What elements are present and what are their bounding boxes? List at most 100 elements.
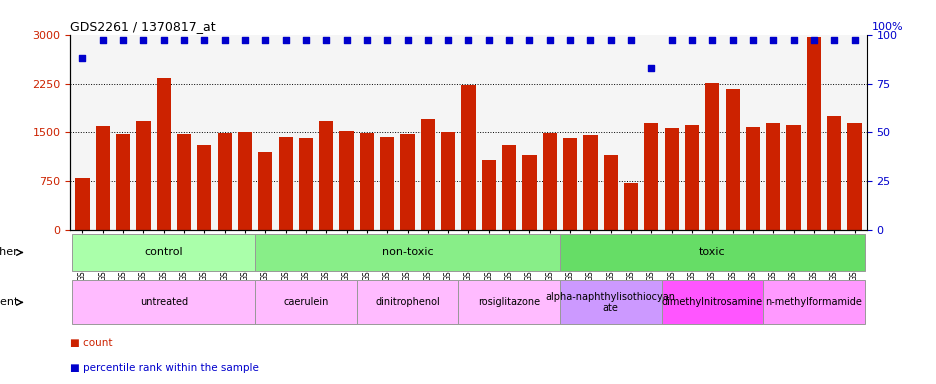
Bar [724,89,739,230]
Point [826,37,841,43]
Bar [684,125,698,230]
Bar [766,123,780,230]
Bar [603,156,617,230]
Bar [745,127,759,230]
Point [440,37,455,43]
Point [278,37,293,43]
Bar [255,234,560,271]
Text: non-toxic: non-toxic [381,247,432,258]
Bar [785,125,800,230]
Point [521,37,536,43]
Bar [762,280,864,324]
Point [420,37,435,43]
Bar [380,137,394,230]
Text: control: control [144,247,183,258]
Bar [72,234,255,271]
Bar [481,160,495,230]
Text: dimethylnitrosamine: dimethylnitrosamine [661,297,762,308]
Bar [357,280,458,324]
Text: other: other [0,247,19,258]
Point [176,37,191,43]
Point [542,37,557,43]
Bar [75,178,90,230]
Text: dinitrophenol: dinitrophenol [374,297,440,308]
Point [339,37,354,43]
Bar [299,138,313,230]
Point [664,37,679,43]
Point [582,37,597,43]
Bar [583,135,597,230]
Bar [238,132,252,230]
Point [461,37,475,43]
Point [704,37,719,43]
Bar [278,137,292,230]
Point [257,37,272,43]
Point [785,37,800,43]
Point [724,37,739,43]
Bar [217,133,231,230]
Bar [400,134,415,230]
Bar [420,119,434,230]
Bar [846,123,861,230]
Bar [560,234,864,271]
Bar [258,152,272,230]
Bar [72,280,255,324]
Point [684,37,699,43]
Text: alpha-naphthylisothiocyan
ate: alpha-naphthylisothiocyan ate [545,291,675,313]
Bar [441,132,455,230]
Text: n-methylformamide: n-methylformamide [765,297,861,308]
Text: caerulein: caerulein [283,297,329,308]
Point [481,37,496,43]
Bar [255,280,357,324]
Bar [502,145,516,230]
Text: agent: agent [0,297,19,308]
Text: GDS2261 / 1370817_at: GDS2261 / 1370817_at [70,20,215,33]
Point [622,37,637,43]
Point [359,37,374,43]
Point [115,37,130,43]
Bar [197,145,212,230]
Bar [136,121,151,230]
Point [562,37,577,43]
Bar [521,155,536,230]
Bar [705,83,719,230]
Point [217,37,232,43]
Bar [806,36,820,230]
Bar [644,123,658,230]
Text: rosiglitazone: rosiglitazone [477,297,540,308]
Point [379,37,394,43]
Bar [623,183,637,230]
Bar [458,280,560,324]
Point [501,37,516,43]
Text: untreated: untreated [139,297,187,308]
Bar [563,138,577,230]
Point [197,37,212,43]
Bar [461,86,475,230]
Point [75,55,90,61]
Text: ■ count: ■ count [70,338,112,348]
Point [400,37,415,43]
Point [603,37,618,43]
Bar [359,133,373,230]
Point [765,37,780,43]
Text: toxic: toxic [698,247,724,258]
Point [299,37,314,43]
Bar [319,121,333,230]
Point [318,37,333,43]
Point [136,37,151,43]
Bar [560,280,661,324]
Point [95,37,110,43]
Point [806,37,821,43]
Text: ■ percentile rank within the sample: ■ percentile rank within the sample [70,362,259,373]
Bar [95,126,110,230]
Bar [542,133,556,230]
Point [156,37,171,43]
Bar [826,116,841,230]
Bar [116,134,130,230]
Bar [339,131,353,230]
Point [745,37,760,43]
Bar [661,280,762,324]
Point [846,37,861,43]
Bar [156,78,170,230]
Point [643,65,658,71]
